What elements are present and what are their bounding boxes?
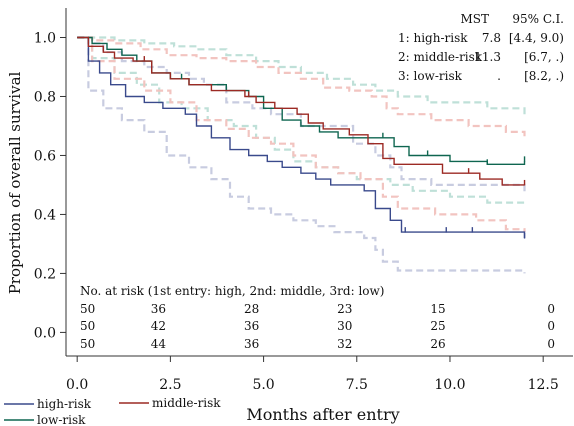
- summary-label-2: 2: middle-risk: [398, 50, 483, 64]
- x-axis-label: Months after entry: [246, 405, 399, 424]
- ci-upper-middle-risk: [77, 36, 526, 138]
- risk-cell: 50: [80, 302, 95, 316]
- mst-header: MST: [460, 12, 489, 26]
- curve-high-risk: [77, 36, 526, 238]
- legend-label-high-risk: high-risk: [37, 397, 92, 411]
- censor-marks: [143, 56, 526, 239]
- summary-table: MST 95% C.I. 1: high-risk 7.8 [4.4, 9.0)…: [398, 12, 564, 83]
- risk-cell: 0: [547, 302, 555, 316]
- risk-cell: 0: [547, 337, 555, 351]
- x-tick-label: 10.0: [434, 377, 465, 393]
- y-axis-label: Proportion of overall survival: [6, 71, 24, 294]
- risk-table-title: No. at risk (1st entry: high, 2nd: middl…: [80, 284, 384, 298]
- ci-bands: [77, 36, 526, 274]
- curve-middle-risk: [77, 36, 525, 186]
- x-tick-label: 5.0: [252, 377, 274, 393]
- y-axis: 0.0 0.2 0.4 0.6 0.8 1.0: [34, 30, 66, 341]
- x-tick-label: 0.0: [66, 377, 88, 393]
- summary-mst-2: 11.3: [474, 50, 501, 64]
- x-tick-label: 12.5: [528, 377, 559, 393]
- x-tick-label: 2.5: [159, 377, 181, 393]
- risk-cell: 42: [151, 319, 166, 333]
- risk-cell: 32: [337, 337, 352, 351]
- ci-header: 95% C.I.: [512, 12, 564, 26]
- ci-upper-high-risk: [77, 36, 526, 194]
- risk-cell: 30: [337, 319, 352, 333]
- risk-cell: 15: [430, 302, 445, 316]
- y-tick-label: 0.4: [34, 207, 56, 223]
- ci-lower-middle-risk: [77, 36, 526, 233]
- risk-cell: 50: [80, 319, 95, 333]
- risk-cell: 36: [151, 302, 166, 316]
- legend-label-middle-risk: middle-risk: [152, 396, 221, 410]
- summary-ci-3: [8.2, .): [524, 69, 564, 83]
- summary-mst-3: .: [497, 69, 501, 83]
- y-tick-label: 0.6: [34, 148, 56, 164]
- risk-cell: 28: [244, 302, 259, 316]
- risk-cell: 36: [244, 337, 259, 351]
- ci-lower-low-risk: [77, 36, 526, 206]
- risk-cell: 50: [80, 337, 95, 351]
- risk-cell: 36: [244, 319, 259, 333]
- y-tick-label: 0.2: [34, 266, 56, 282]
- risk-cell: 0: [547, 319, 555, 333]
- summary-mst-1: 7.8: [482, 31, 501, 45]
- risk-cell: 44: [151, 337, 167, 351]
- legend: high-risk middle-risk low-risk: [4, 396, 221, 426]
- risk-table: No. at risk (1st entry: high, 2nd: middl…: [80, 284, 555, 351]
- y-tick-label: 1.0: [34, 30, 56, 46]
- x-tick-label: 7.5: [346, 377, 368, 393]
- summary-ci-2: [6.7, .): [524, 50, 564, 64]
- y-tick-label: 0.0: [34, 325, 56, 341]
- legend-label-low-risk: low-risk: [37, 413, 86, 426]
- risk-cell: 25: [430, 319, 445, 333]
- risk-cell: 23: [337, 302, 352, 316]
- ci-lower-high-risk: [77, 36, 526, 274]
- summary-label-1: 1: high-risk: [398, 31, 468, 45]
- survival-curves: [77, 36, 526, 238]
- ci-upper-low-risk: [77, 36, 526, 115]
- y-tick-label: 0.8: [34, 89, 56, 105]
- summary-label-3: 3: low-risk: [398, 69, 463, 83]
- summary-ci-1: [4.4, 9.0): [509, 31, 564, 45]
- curve-low-risk: [77, 36, 526, 165]
- risk-cell: 26: [430, 337, 445, 351]
- x-axis: 0.0 2.5 5.0 7.5 10.0 12.5: [66, 356, 559, 393]
